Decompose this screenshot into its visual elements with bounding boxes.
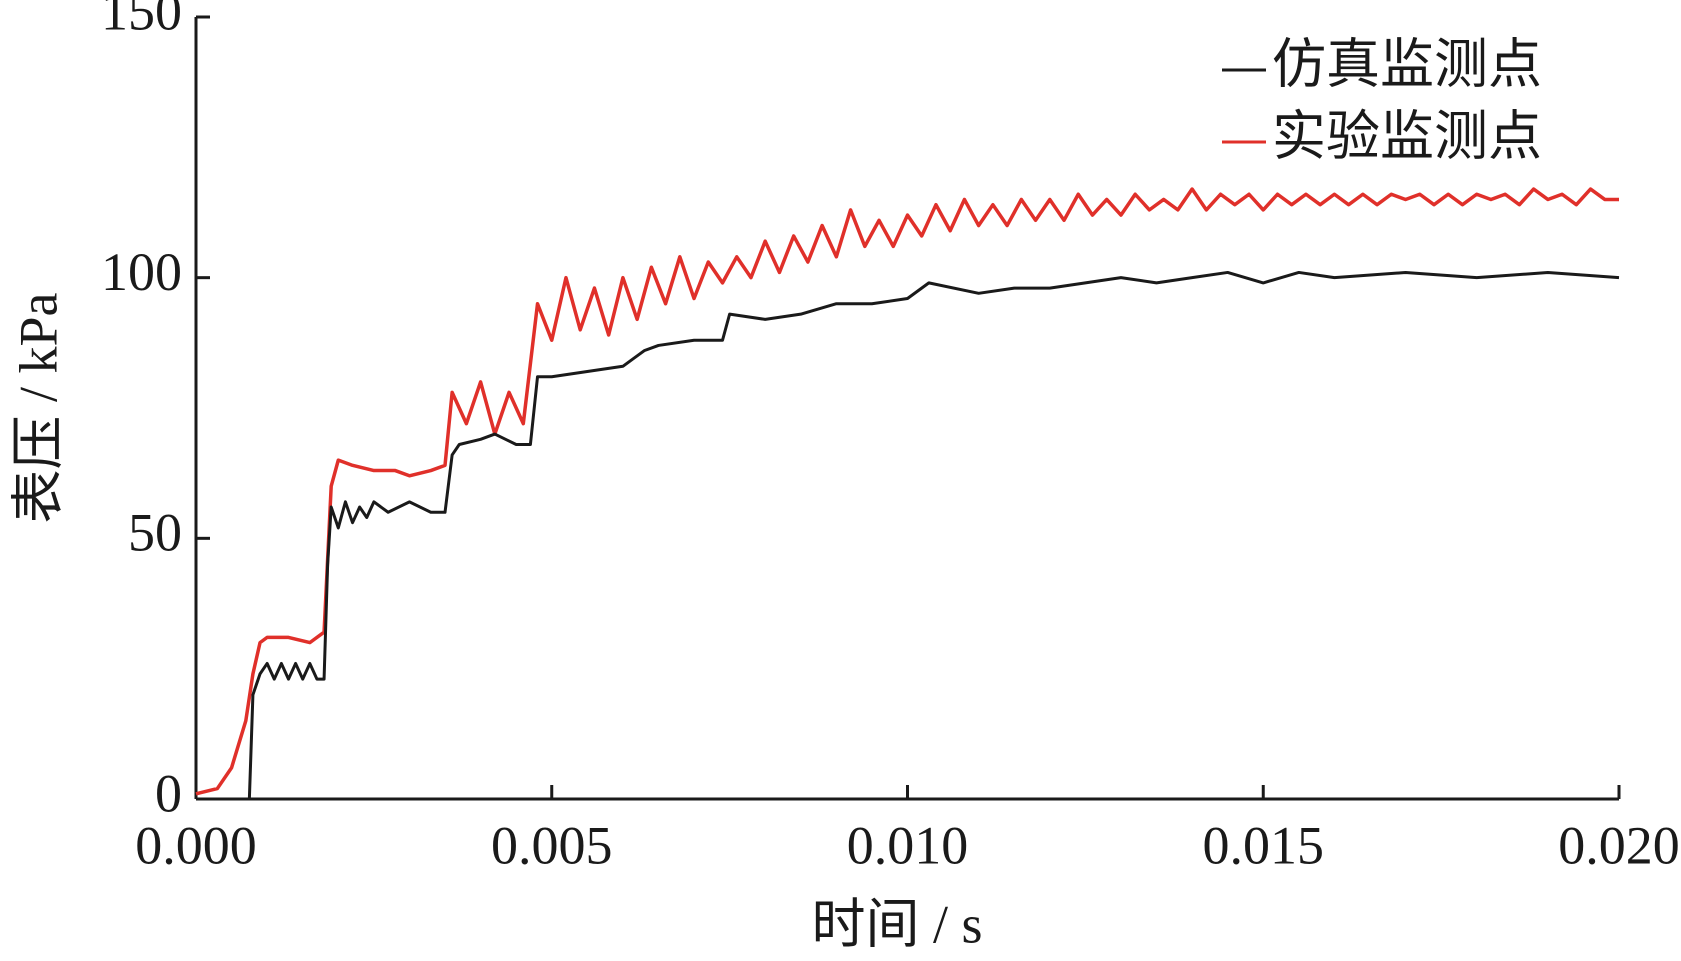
- y-tick-label: 150: [101, 0, 182, 41]
- x-tick-label: 0.005: [491, 815, 613, 875]
- data-line: [196, 270, 1620, 801]
- legend-label: 实验监测点: [1272, 106, 1542, 166]
- legend-label: 仿真监测点: [1272, 34, 1542, 94]
- x-axis-label: 时间 / s: [811, 894, 982, 954]
- y-axis-label: 表压 / kPa: [8, 292, 68, 523]
- x-tick-label: 0.015: [1203, 815, 1325, 875]
- y-tick-label: 50: [128, 503, 182, 563]
- x-tick-label: 0.010: [847, 815, 969, 875]
- y-tick-label: 0: [155, 763, 182, 823]
- x-tick-label: 0.020: [1558, 815, 1680, 875]
- x-tick-label: 0.000: [135, 815, 257, 875]
- data-line: [195, 187, 1619, 796]
- y-tick-label: 100: [101, 242, 182, 302]
